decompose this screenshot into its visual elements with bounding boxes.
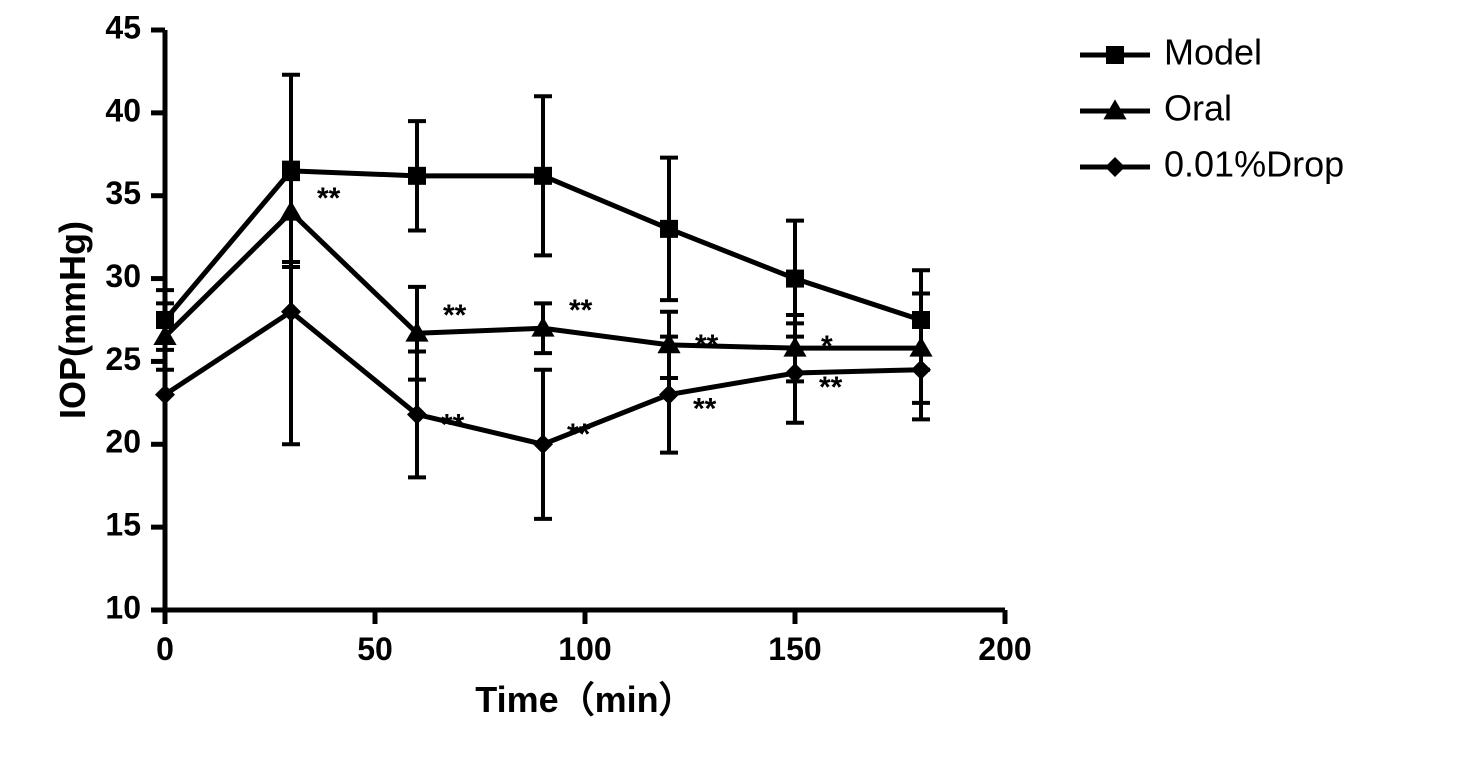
legend-item-label: Oral xyxy=(1164,88,1232,129)
significance-marker: ** xyxy=(443,299,467,332)
significance-marker: ** xyxy=(441,408,465,441)
significance-marker: ** xyxy=(693,392,717,425)
legend-item-label: Model xyxy=(1164,32,1262,73)
significance-marker: ** xyxy=(695,329,719,362)
x-tick-label: 100 xyxy=(558,631,611,667)
x-axis-label: Time（min） xyxy=(475,679,694,720)
significance-marker: * xyxy=(821,330,833,363)
x-tick-label: 50 xyxy=(357,631,393,667)
significance-marker: ** xyxy=(317,182,341,215)
y-tick-label: 15 xyxy=(105,507,141,543)
y-tick-label: 25 xyxy=(105,341,141,377)
significance-marker: ** xyxy=(819,371,843,404)
x-tick-label: 150 xyxy=(768,631,821,667)
y-tick-label: 20 xyxy=(105,424,141,460)
chart-svg: 10 15 20 25 30 35 40 45 0 50 100 150 200 Time（min） IOP… xyxy=(0,0,1467,760)
x-tick-label: 0 xyxy=(156,631,174,667)
legend-item-label: 0.01%Drop xyxy=(1164,144,1344,185)
significance-marker: ** xyxy=(569,294,593,327)
x-tick-label: 200 xyxy=(978,631,1031,667)
significance-marker: ** xyxy=(567,418,591,451)
y-axis-label: IOP(mmHg) xyxy=(52,221,93,419)
y-tick-label: 30 xyxy=(105,258,141,294)
y-tick-label: 10 xyxy=(105,589,141,625)
y-tick-label: 45 xyxy=(105,9,141,45)
y-tick-label: 40 xyxy=(105,92,141,128)
iop-time-chart: 10 15 20 25 30 35 40 45 0 50 100 150 200 Time（min） IOP… xyxy=(0,0,1467,760)
y-tick-label: 35 xyxy=(105,175,141,211)
